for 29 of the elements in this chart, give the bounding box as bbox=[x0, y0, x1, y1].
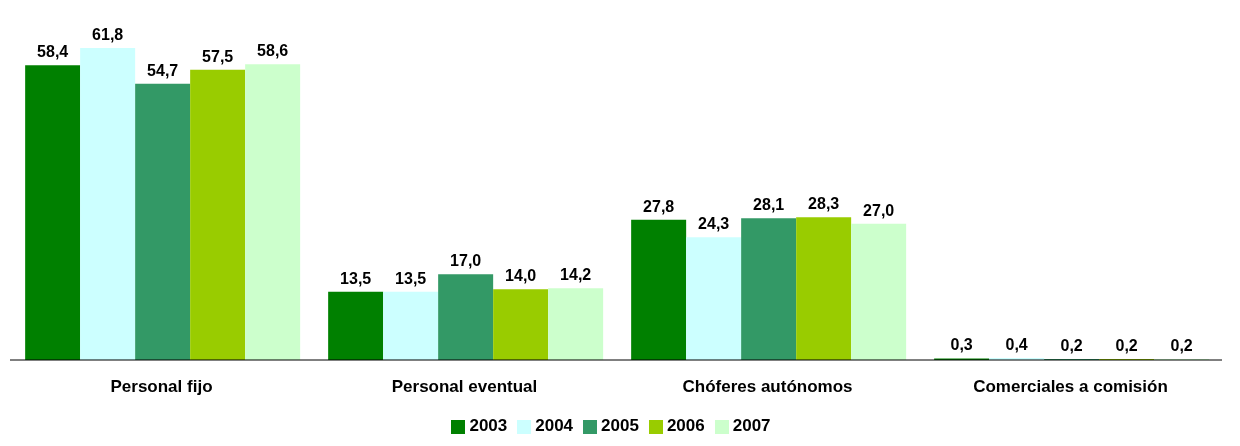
legend-label: 2005 bbox=[601, 416, 639, 435]
data-label: 0,2 bbox=[1115, 336, 1138, 354]
legend-label: 2003 bbox=[469, 416, 508, 435]
legend-label: 2007 bbox=[732, 416, 771, 435]
x-tick-label: Chóferes autónomos bbox=[682, 377, 853, 397]
data-label: 14,2 bbox=[560, 266, 592, 284]
data-label: 28,1 bbox=[753, 196, 785, 214]
data-label: 54,7 bbox=[147, 61, 179, 79]
x-tick-label: Personal fijo bbox=[110, 377, 213, 397]
x-tick-label: Comerciales a comisión bbox=[973, 377, 1168, 397]
legend-label: 2006 bbox=[666, 416, 705, 435]
data-label: 28,3 bbox=[808, 195, 840, 213]
data-label: 17,0 bbox=[450, 252, 482, 270]
data-label: 58,6 bbox=[257, 42, 289, 60]
data-label: 27,8 bbox=[643, 197, 675, 215]
data-label: 0,2 bbox=[1060, 336, 1083, 354]
data-label: 24,3 bbox=[698, 215, 730, 233]
data-label: 0,4 bbox=[1005, 335, 1028, 353]
data-label: 61,8 bbox=[92, 26, 124, 43]
data-label: 13,5 bbox=[340, 269, 372, 287]
data-label: 0,2 bbox=[1170, 336, 1193, 354]
data-label: 57,5 bbox=[202, 47, 234, 65]
data-label: 58,4 bbox=[37, 43, 69, 61]
data-label: 13,5 bbox=[395, 269, 427, 287]
data-label: 27,0 bbox=[863, 201, 895, 219]
data-label: 0,3 bbox=[950, 336, 973, 354]
x-tick-label: Personal eventual bbox=[391, 377, 538, 397]
legend-label: 2004 bbox=[535, 416, 574, 435]
data-label: 14,0 bbox=[505, 267, 537, 285]
